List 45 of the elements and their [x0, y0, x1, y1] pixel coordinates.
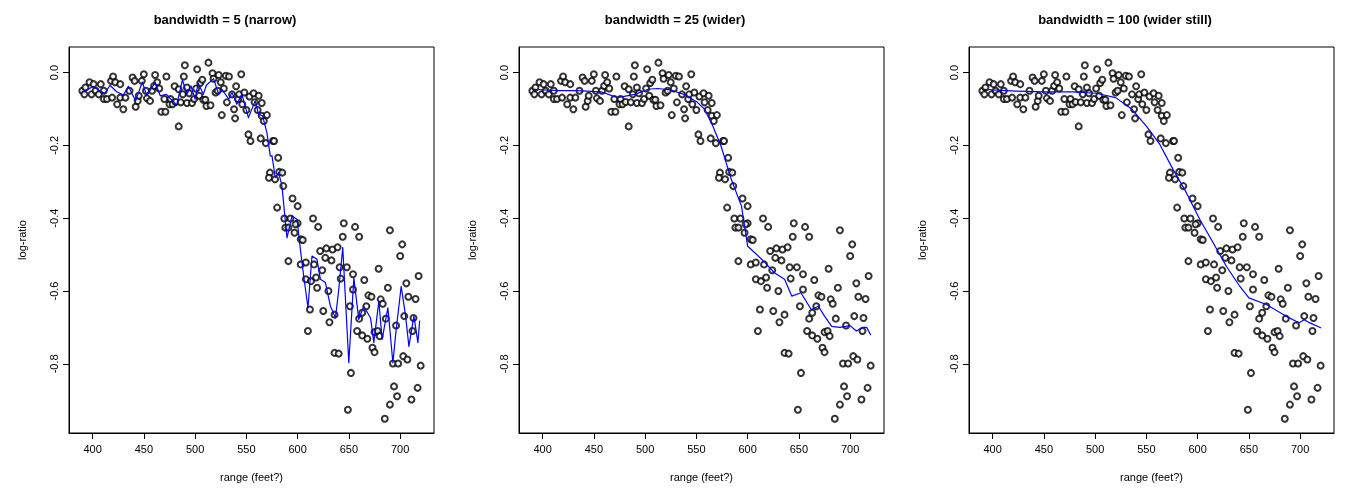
x-tick-label: 550	[687, 442, 706, 455]
y-axis-title: log-ratio	[915, 220, 928, 260]
y-tick-label: -0.6	[497, 281, 510, 301]
x-tick-label: 700	[390, 442, 410, 455]
x-axis-title: range (feet?)	[670, 470, 733, 483]
x-tick-label: 400	[533, 442, 552, 455]
x-tick-label: 650	[789, 442, 809, 455]
x-axis-title: range (feet?)	[220, 470, 283, 483]
x-tick-label: 500	[1085, 442, 1105, 455]
x-tick-label: 600	[1188, 442, 1207, 455]
x-tick-label: 550	[237, 442, 256, 455]
chart-title: bandwidth = 5 (narrow)	[153, 12, 297, 27]
y-tick-label: -0.2	[47, 135, 60, 155]
x-tick-label: 550	[1137, 442, 1156, 455]
y-tick-label: -0.8	[497, 354, 510, 374]
y-tick-label: 0.0	[47, 64, 60, 81]
y-tick-label: 0.0	[947, 64, 960, 81]
x-tick-label: 450	[134, 442, 154, 455]
y-tick-label: -0.2	[947, 135, 960, 155]
y-tick-label: -0.8	[947, 354, 960, 374]
x-tick-label: 650	[1239, 442, 1259, 455]
y-tick-label: -0.6	[947, 281, 960, 301]
x-tick-label: 450	[1034, 442, 1054, 455]
x-tick-label: 650	[339, 442, 359, 455]
x-tick-label: 500	[185, 442, 205, 455]
y-tick-label: -0.2	[497, 135, 510, 155]
x-tick-label: 500	[635, 442, 655, 455]
x-tick-label: 450	[584, 442, 604, 455]
y-axis-title: log-ratio	[15, 220, 28, 260]
y-tick-label: 0.0	[497, 64, 510, 81]
x-tick-label: 700	[840, 442, 860, 455]
y-tick-label: -0.8	[47, 354, 60, 374]
y-tick-label: -0.4	[497, 208, 510, 228]
x-tick-label: 400	[983, 442, 1002, 455]
x-tick-label: 600	[288, 442, 307, 455]
chart-title: bandwidth = 25 (wider)	[604, 12, 746, 27]
x-axis-title: range (feet?)	[1120, 470, 1183, 483]
x-tick-label: 400	[83, 442, 102, 455]
x-tick-label: 700	[1290, 442, 1310, 455]
y-tick-label: -0.6	[47, 281, 60, 301]
y-tick-label: -0.4	[47, 208, 60, 228]
y-axis-title: log-ratio	[465, 220, 478, 260]
y-tick-label: -0.4	[947, 208, 960, 228]
x-tick-label: 600	[738, 442, 757, 455]
chart-title: bandwidth = 100 (wider still)	[1038, 12, 1212, 27]
